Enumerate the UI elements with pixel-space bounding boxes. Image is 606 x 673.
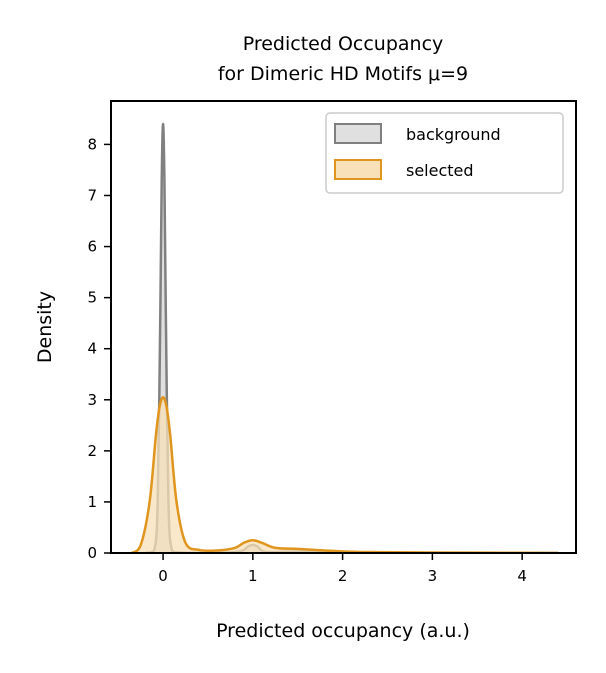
x-tick-label: 3	[428, 567, 438, 585]
legend-box	[325, 112, 564, 194]
y-tick-label: 7	[87, 186, 97, 204]
y-tick-label: 5	[87, 289, 97, 307]
x-tick-label: 2	[338, 567, 348, 585]
y-tick-label: 0	[87, 544, 97, 562]
density-line-selected	[130, 395, 559, 553]
y-tick-label: 4	[87, 340, 97, 358]
y-axis-label: Density	[34, 291, 56, 363]
chart-title-line-1: Predicted Occupancy	[243, 33, 444, 55]
x-axis-ticks: 0 1 2 3 4	[158, 553, 527, 585]
chart-title: Predicted Occupancy for Dimeric HD Motif…	[218, 33, 468, 85]
legend-swatch-selected	[334, 159, 382, 180]
y-tick-label: 6	[87, 238, 97, 256]
legend-swatch-background	[334, 123, 382, 144]
x-tick-label: 0	[158, 567, 168, 585]
legend: background selected	[325, 112, 564, 194]
y-axis-ticks: 0 1 2 3 4 5 6 7 8	[87, 135, 111, 562]
y-tick-label: 2	[87, 442, 97, 460]
legend-label-background: background	[406, 125, 501, 144]
x-tick-label: 4	[517, 567, 527, 585]
x-tick-label: 1	[248, 567, 258, 585]
axes-frame	[110, 100, 577, 554]
y-tick-label: 8	[87, 135, 97, 153]
chart-title-line-2: for Dimeric HD Motifs μ=9	[218, 63, 468, 85]
x-axis-label: Predicted occupancy (a.u.)	[216, 620, 470, 642]
legend-label-selected: selected	[406, 161, 474, 180]
y-tick-label: 3	[87, 391, 97, 409]
density-area-selected	[131, 397, 559, 553]
y-tick-label: 1	[87, 493, 97, 511]
